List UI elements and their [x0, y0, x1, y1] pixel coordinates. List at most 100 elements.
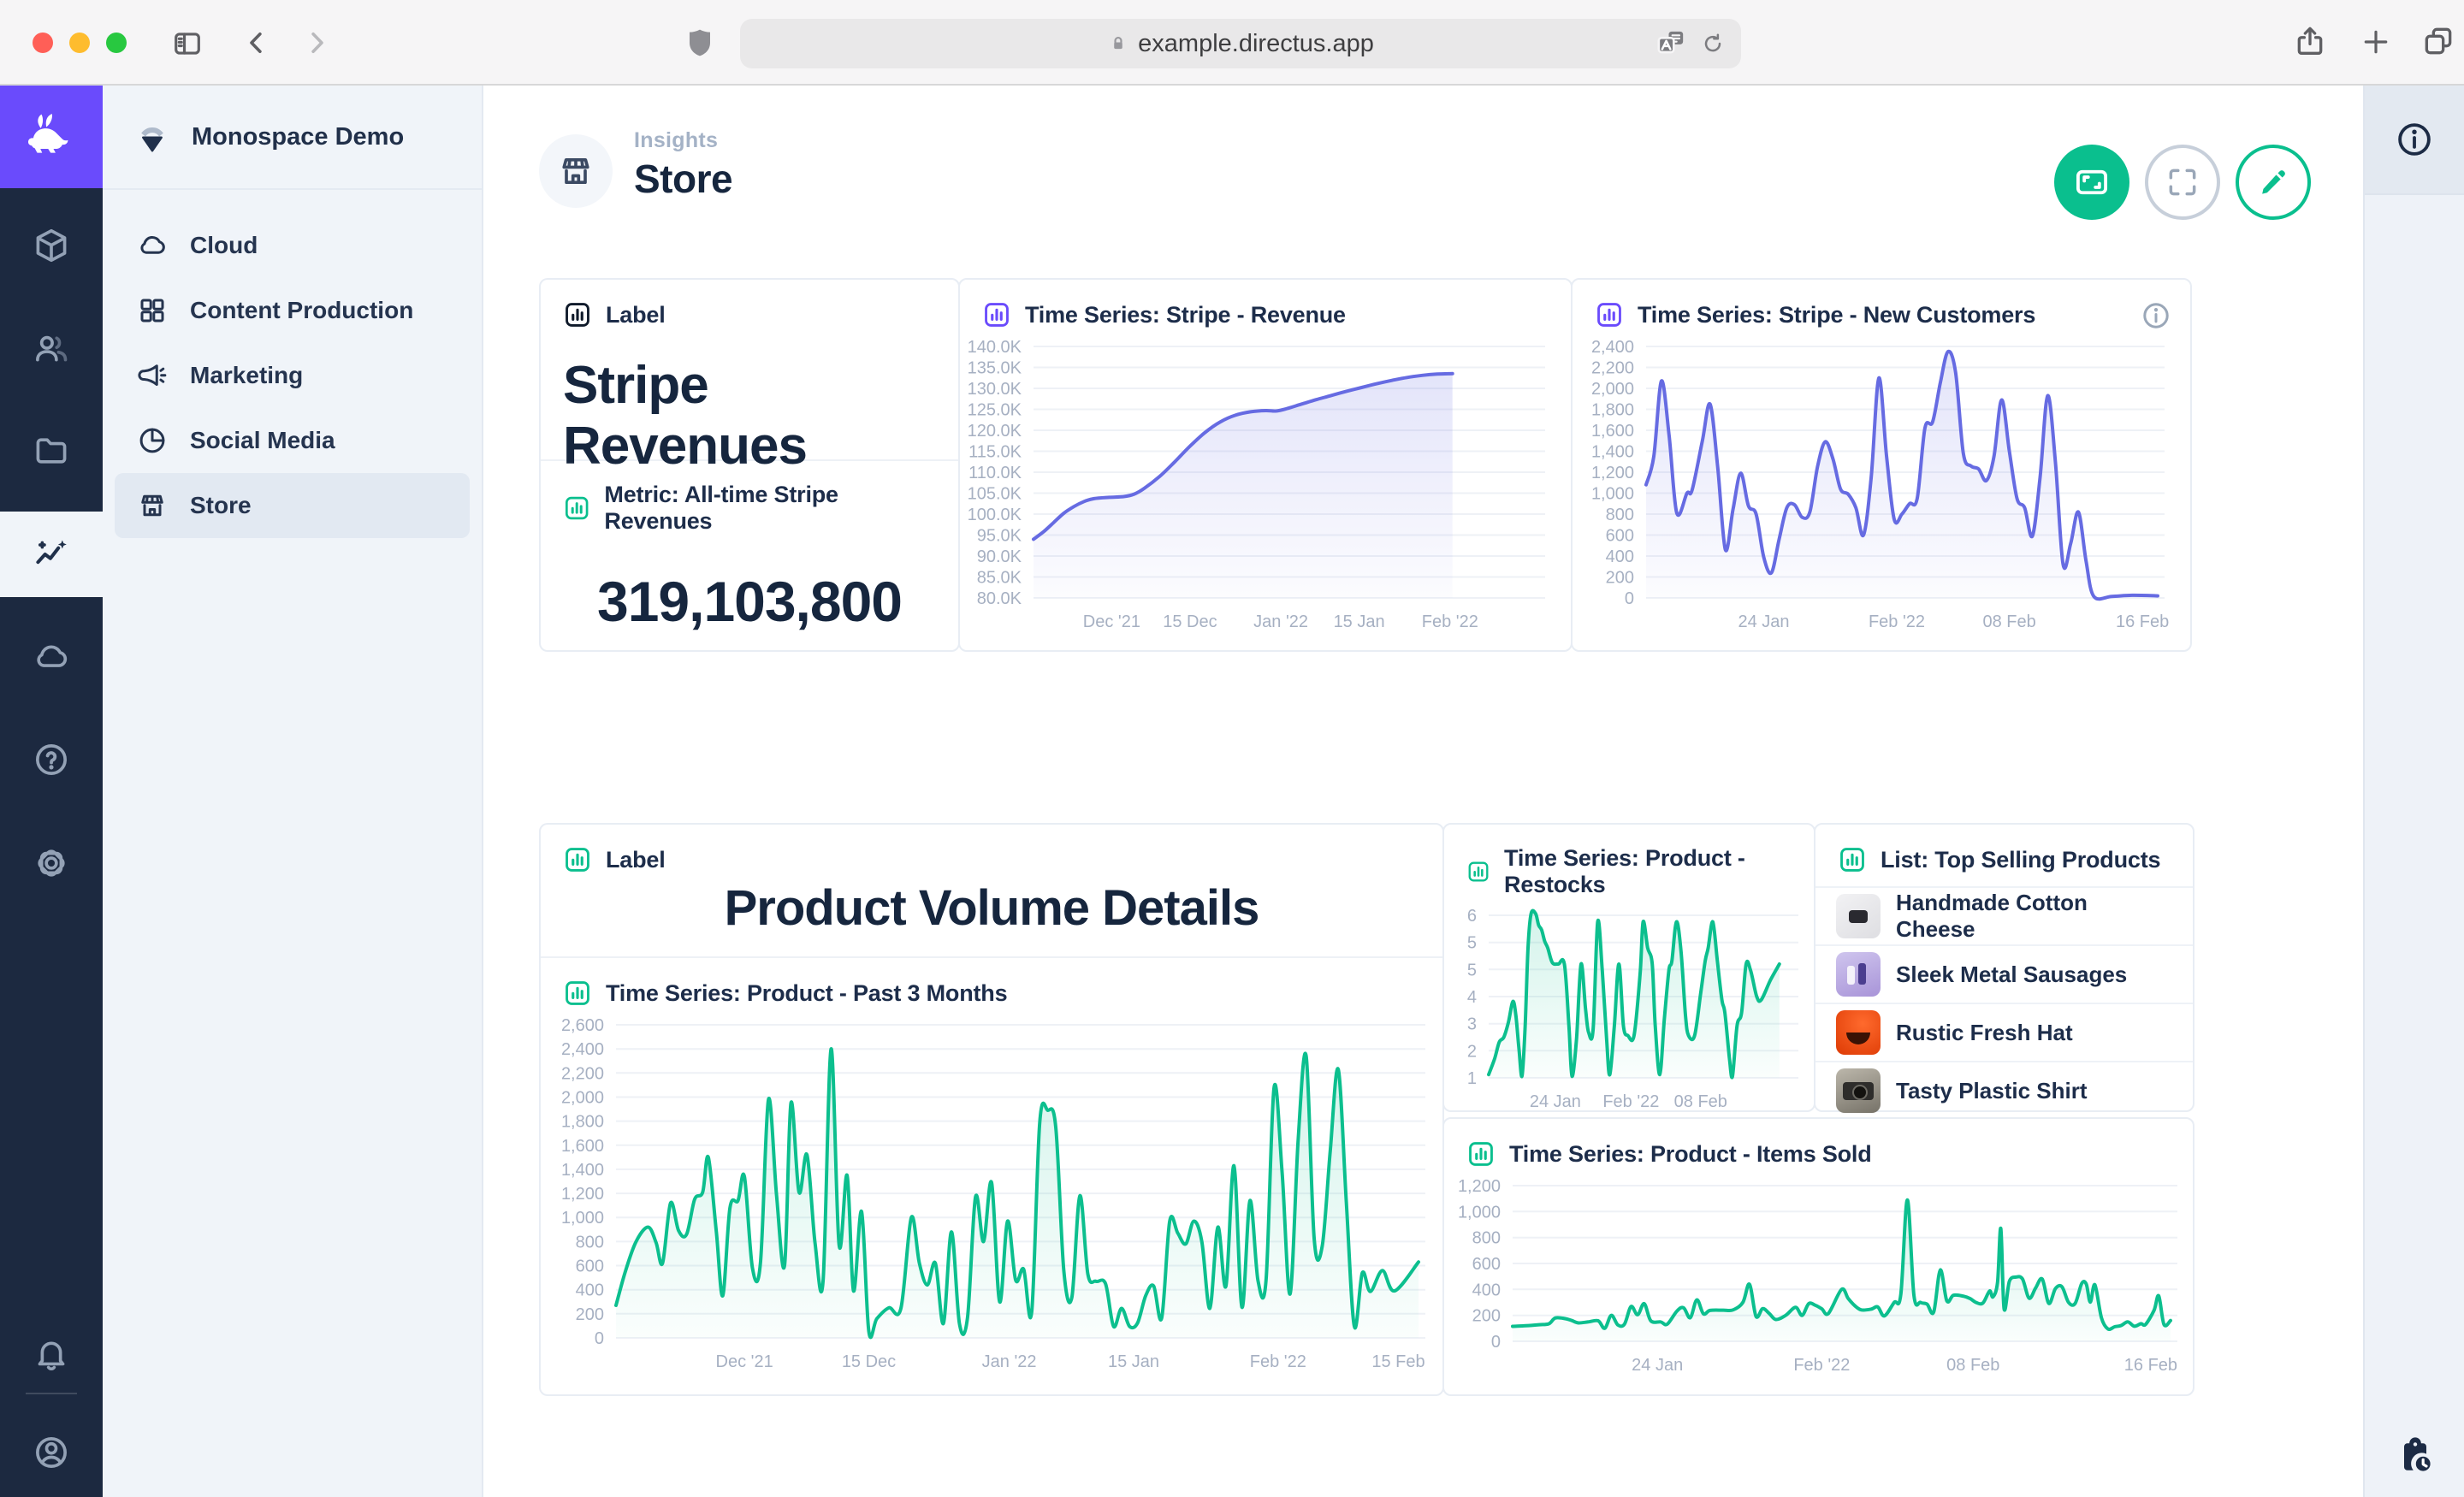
user-icon: [33, 1434, 70, 1471]
project-header[interactable]: Monospace Demo: [103, 86, 482, 190]
dashboard-icon-badge: [539, 134, 613, 208]
panel-type-icon: [1466, 1139, 1496, 1169]
svg-text:15 Dec: 15 Dec: [1163, 612, 1217, 631]
tabs-overview-icon[interactable]: [2421, 24, 2455, 58]
new-tab-icon[interactable]: [2360, 26, 2392, 58]
panel-product-volume: Label Product Volume Details Time Series…: [539, 823, 1444, 1396]
svg-text:110.0K: 110.0K: [968, 464, 1022, 482]
zoom-window-button[interactable]: [106, 33, 127, 53]
module-user[interactable]: [0, 1410, 103, 1495]
svg-text:15 Feb: 15 Feb: [1371, 1352, 1424, 1371]
back-icon[interactable]: [241, 27, 272, 58]
sidebar-item-social-media[interactable]: Social Media: [115, 408, 470, 473]
svg-text:1,200: 1,200: [1458, 1177, 1501, 1196]
product-list-item[interactable]: Handmade Cotton Cheese: [1815, 886, 2193, 944]
directus-logo[interactable]: [0, 86, 103, 188]
svg-text:800: 800: [1606, 506, 1634, 524]
chart-title: Time Series: Stripe - Revenue: [1025, 301, 1346, 328]
module-cloud[interactable]: [0, 614, 103, 700]
clipboard-clock-icon[interactable]: [2395, 1435, 2436, 1476]
product-list-item[interactable]: Tasty Plastic Shirt: [1815, 1061, 2193, 1119]
panel-stripe-new-customers: Time Series: Stripe - New Customers 2,40…: [1571, 278, 2192, 652]
info-icon[interactable]: [2141, 300, 2171, 331]
info-sidebar-icon[interactable]: [2395, 120, 2434, 159]
stripe-new-customers-chart: 2,400 2,200 2,000 1,800 1,600 1,400 1,200 1,000…: [1573, 333, 2190, 638]
svg-text:5: 5: [1467, 961, 1477, 979]
svg-text:2,000: 2,000: [561, 1089, 604, 1108]
panel-type-icon: [982, 300, 1011, 329]
product-restocks-chart: 6 5 5 4 3 2 1 24 Jan Feb '22 08 Feb: [1444, 902, 1814, 1118]
svg-text:16 Feb: 16 Feb: [2116, 612, 2169, 631]
svg-text:24 Jan: 24 Jan: [1738, 612, 1789, 631]
module-bell[interactable]: [0, 1311, 103, 1396]
svg-text:2,200: 2,200: [561, 1064, 604, 1083]
svg-text:4: 4: [1467, 988, 1477, 1007]
svg-text:200: 200: [1606, 569, 1634, 588]
edit-dashboard-button[interactable]: [2236, 145, 2311, 220]
close-window-button[interactable]: [33, 33, 53, 53]
breadcrumb[interactable]: Insights: [634, 128, 719, 152]
forward-icon: [301, 27, 332, 58]
translate-icon[interactable]: [1654, 27, 1688, 61]
svg-text:Jan '22: Jan '22: [982, 1352, 1037, 1371]
panel-product-restocks: Time Series: Product - Restocks 6 5 5 4 3 2 1 2…: [1442, 823, 1815, 1112]
sidebar-toggle-icon[interactable]: [171, 27, 204, 60]
svg-text:5: 5: [1467, 934, 1477, 953]
svg-text:200: 200: [1472, 1307, 1501, 1326]
metric-value: 319,103,800: [596, 570, 903, 633]
svg-text:125.0K: 125.0K: [968, 401, 1022, 420]
sidebar-item-cloud[interactable]: Cloud: [115, 213, 470, 278]
box-icon: [33, 227, 70, 264]
panel-type-icon: [563, 300, 592, 329]
product-list-item[interactable]: Sleek Metal Sausages: [1815, 944, 2193, 1003]
module-gear[interactable]: [0, 820, 103, 906]
product-thumbnail: [1836, 952, 1881, 997]
address-bar[interactable]: example.directus.app: [740, 19, 1741, 68]
svg-text:1,000: 1,000: [1458, 1203, 1501, 1222]
product-name: Tasty Plastic Shirt: [1896, 1077, 2088, 1104]
url-text: example.directus.app: [1138, 29, 1374, 57]
svg-text:80.0K: 80.0K: [977, 589, 1022, 608]
cloud-icon: [33, 638, 70, 676]
page-title: Store: [634, 157, 733, 201]
pencil-icon: [2254, 163, 2292, 201]
svg-text:600: 600: [1606, 527, 1634, 546]
product-list-item[interactable]: Rustic Fresh Hat: [1815, 1003, 2193, 1061]
list-title: List: Top Selling Products: [1881, 846, 2161, 873]
sidebar-item-label: Marketing: [190, 362, 304, 388]
svg-text:1,400: 1,400: [561, 1161, 604, 1180]
sidebar-item-store[interactable]: Store: [115, 473, 470, 538]
module-help[interactable]: [0, 717, 103, 802]
panel-top-selling-products: List: Top Selling Products Handmade Cott…: [1814, 823, 2194, 1113]
module-box[interactable]: [0, 203, 103, 288]
privacy-shield-icon[interactable]: [683, 26, 717, 60]
svg-text:400: 400: [576, 1281, 604, 1300]
cloud-icon: [137, 230, 168, 261]
module-people[interactable]: [0, 305, 103, 391]
module-folder[interactable]: [0, 408, 103, 494]
navigation-sidebar: Monospace Demo Cloud Content Production Ma…: [103, 86, 483, 1497]
svg-text:2: 2: [1467, 1042, 1477, 1061]
product-thumbnail: [1836, 1068, 1881, 1113]
svg-text:105.0K: 105.0K: [968, 485, 1022, 504]
svg-text:400: 400: [1472, 1281, 1501, 1299]
svg-text:115.0K: 115.0K: [968, 443, 1022, 462]
module-insights-active[interactable]: [0, 512, 103, 597]
main-content: Insights Store Label Stripe Revenues: [483, 86, 2363, 1497]
minimize-window-button[interactable]: [69, 33, 90, 53]
panel-type-icon: [1595, 300, 1624, 329]
sidebar-item-label: Store: [190, 492, 252, 518]
product-thumbnail: [1836, 1010, 1881, 1055]
product-thumbnail: [1836, 894, 1881, 938]
reload-icon[interactable]: [1700, 31, 1726, 56]
svg-text:24 Jan: 24 Jan: [1632, 1356, 1683, 1375]
svg-text:1,400: 1,400: [1591, 443, 1634, 462]
present-fit-button[interactable]: [2054, 145, 2129, 220]
fullscreen-button[interactable]: [2145, 145, 2220, 220]
sidebar-item-content-production[interactable]: Content Production: [115, 278, 470, 343]
share-icon[interactable]: [2293, 24, 2327, 58]
sidebar-item-marketing[interactable]: Marketing: [115, 343, 470, 408]
svg-text:600: 600: [576, 1257, 604, 1276]
svg-text:Dec '21: Dec '21: [1083, 612, 1140, 631]
store-icon: [557, 152, 595, 190]
